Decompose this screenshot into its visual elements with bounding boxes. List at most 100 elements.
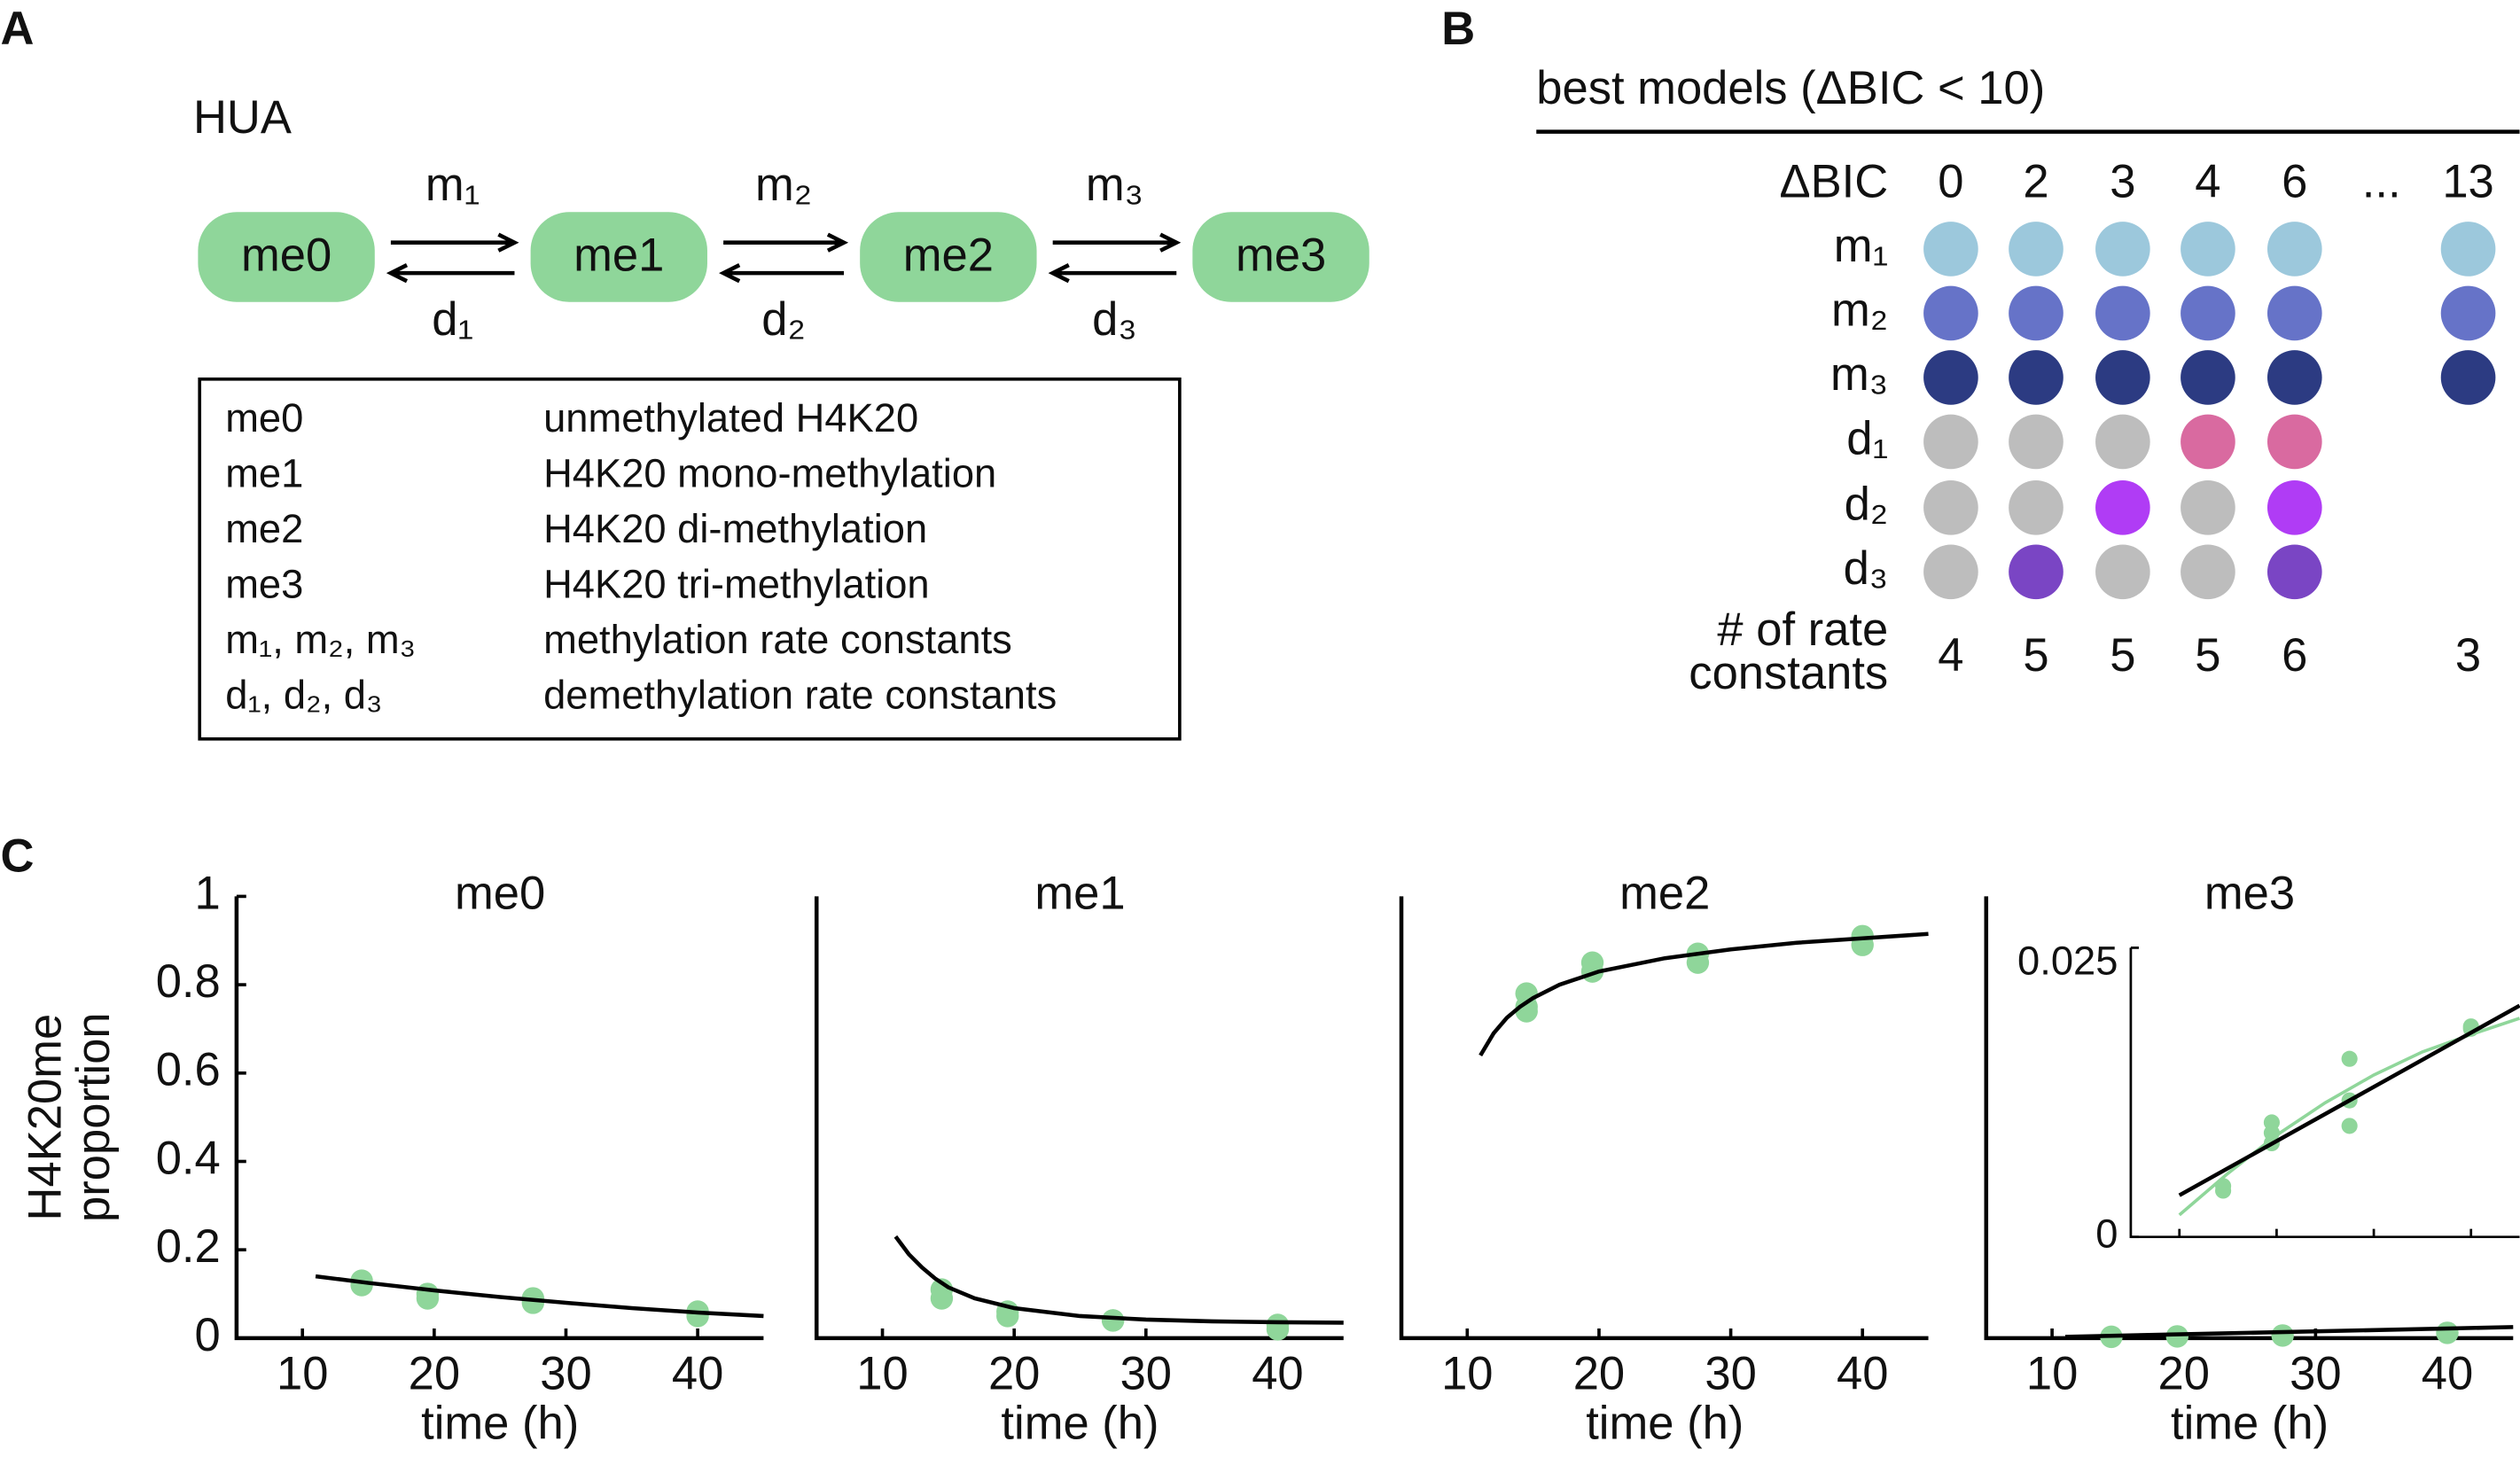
data-point: [2341, 1050, 2358, 1067]
legend-text: demethylation rate constants: [543, 673, 1057, 718]
fit-line: [2064, 1325, 2514, 1339]
x-axis-label: time (h): [1586, 1397, 1744, 1449]
model-dot: [2009, 222, 2064, 277]
data-point: [1101, 1309, 1125, 1332]
data-point: [350, 1274, 373, 1297]
model-dot: [2266, 544, 2322, 600]
chart-title: me1: [1034, 867, 1125, 919]
x-tick-label: 10: [2026, 1347, 2078, 1399]
inset-y-tick-label: 0.025: [2017, 939, 2118, 984]
x-tick-label: 40: [2422, 1347, 2473, 1399]
model-dot: [1923, 414, 1978, 470]
legend-text: H4K20 tri-methylation: [543, 561, 930, 606]
column-header: 13: [2442, 155, 2493, 207]
data-point: [2436, 1321, 2459, 1344]
rate-count: 4: [1938, 629, 1963, 682]
state-label: me2: [903, 230, 994, 282]
x-tick-label: 20: [1573, 1347, 1625, 1399]
fit-line: [2178, 1003, 2520, 1197]
model-dot: [2266, 479, 2322, 535]
rate-label: m₁: [425, 159, 480, 211]
data-point: [2271, 1324, 2294, 1347]
x-tick-label: 10: [856, 1347, 908, 1399]
row-label: m₂: [1831, 284, 1888, 336]
model-dot: [2095, 350, 2150, 405]
data-point: [2215, 1182, 2232, 1199]
model-dot: [2181, 350, 2235, 405]
state-label: me0: [241, 230, 332, 282]
inset-y-tick-label: 0: [2095, 1212, 2118, 1257]
row-label: m₁: [1834, 220, 1889, 272]
legend-text: m₁, m₂, m₃: [225, 617, 416, 662]
legend-box: [198, 377, 1182, 741]
legend-text: me2: [225, 506, 303, 551]
arrow: [386, 263, 515, 284]
fit-line: [1478, 931, 1929, 1057]
legend-text: unmethylated H4K20: [543, 395, 918, 440]
chart-title: me0: [455, 867, 545, 919]
rate-label: d₁: [432, 293, 473, 346]
x-axis-label: time (h): [421, 1397, 579, 1449]
x-tick-label: 40: [1252, 1347, 1303, 1399]
x-tick-label: 30: [1120, 1347, 1172, 1399]
x-tick-label: 20: [2158, 1347, 2210, 1399]
fit-line: [315, 1274, 764, 1319]
model-dot: [1923, 350, 1978, 405]
model-dot: [2440, 350, 2496, 405]
state-node: [1192, 212, 1369, 302]
model-dot: [2095, 544, 2150, 600]
fit-line: [893, 1235, 1344, 1325]
count-label: constants: [1689, 647, 1888, 699]
chart-title: me2: [1619, 867, 1710, 919]
legend-text: me0: [225, 395, 303, 440]
rate-label: m₃: [1086, 159, 1143, 211]
model-dot: [1923, 222, 1978, 277]
model-dot: [2181, 544, 2235, 600]
model-dot: [1923, 479, 1978, 535]
x-axis-label: time (h): [2171, 1397, 2329, 1449]
scheme-title: HUA: [193, 91, 292, 144]
arrow: [1052, 232, 1182, 253]
model-dot: [1923, 285, 1978, 341]
x-tick-label: 10: [1441, 1347, 1493, 1399]
rate-count: 5: [2023, 629, 2048, 682]
row-label: d₃: [1844, 542, 1889, 595]
row-label: m₃: [1830, 348, 1888, 401]
arrow: [390, 232, 519, 253]
row-label: d₂: [1845, 479, 1889, 531]
arrow: [1048, 263, 1177, 284]
axis: [234, 896, 764, 1341]
x-tick-label: 20: [409, 1347, 460, 1399]
model-dot: [2095, 414, 2150, 470]
legend-text: d₁, d₂, d₃: [225, 673, 382, 718]
rate-count: 6: [2282, 629, 2307, 682]
rate-label: d₃: [1092, 293, 1137, 346]
rate-count: 5: [2195, 629, 2220, 682]
column-header: 6: [2282, 155, 2307, 207]
model-dot: [2181, 479, 2235, 535]
x-tick-label: 40: [672, 1347, 723, 1399]
state-node: [198, 212, 375, 302]
legend-text: methylation rate constants: [543, 617, 1012, 662]
model-dot: [2095, 222, 2150, 277]
rate-label: d₂: [761, 293, 806, 346]
model-dot: [2095, 479, 2150, 535]
model-dot: [2266, 222, 2322, 277]
x-axis-label: time (h): [1001, 1397, 1159, 1449]
x-tick-label: 40: [1837, 1347, 1888, 1399]
data-point: [996, 1305, 1019, 1328]
y-tick-label: 1: [195, 867, 221, 919]
state-node: [860, 212, 1037, 302]
data-point: [686, 1305, 709, 1328]
x-tick-label: 30: [1705, 1347, 1756, 1399]
x-tick-label: 30: [2290, 1347, 2341, 1399]
model-dot: [2181, 222, 2235, 277]
model-dot: [2009, 414, 2064, 470]
y-tick-label: 0.4: [156, 1132, 221, 1184]
model-dot: [2009, 350, 2064, 405]
axis: [1984, 896, 2514, 1341]
model-dot: [2266, 414, 2322, 470]
rate-count: 3: [2455, 629, 2481, 682]
data-point: [1686, 951, 1710, 974]
